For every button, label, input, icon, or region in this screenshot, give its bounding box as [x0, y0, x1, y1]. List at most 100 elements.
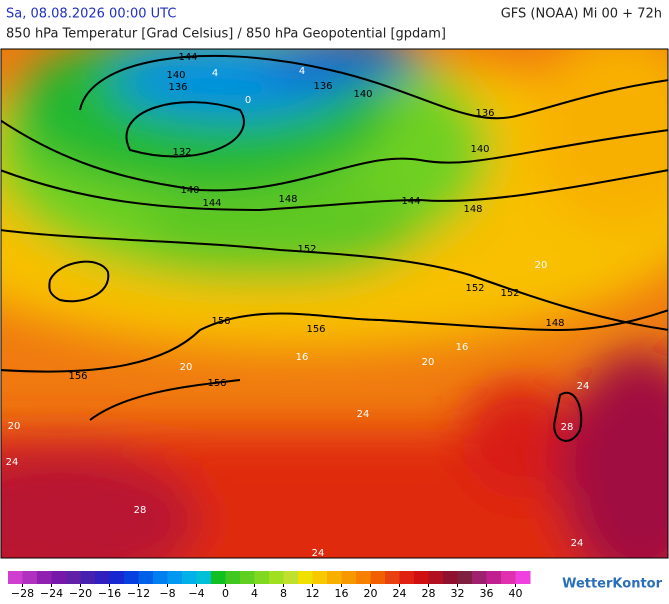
color-swatch: [22, 571, 38, 584]
contour-label: 140: [470, 144, 489, 155]
color-swatch: [196, 571, 212, 584]
color-swatch: [240, 571, 255, 584]
tick-label: −28: [11, 587, 34, 600]
color-swatch: [225, 571, 241, 584]
tick-label: −24: [40, 587, 63, 600]
tick-label: −20: [69, 587, 92, 600]
contour-label: 140: [180, 185, 199, 196]
color-swatch: [153, 571, 168, 584]
color-swatch: [312, 571, 328, 584]
color-swatch: [356, 571, 371, 584]
tick-label: 32: [451, 587, 465, 600]
contour-label: 136: [313, 81, 332, 92]
contour-label: 152: [465, 283, 484, 294]
tick-label: 8: [280, 587, 287, 600]
isotherm-label: 0: [245, 95, 251, 106]
contour-label: 148: [545, 318, 564, 329]
tick-label: 20: [364, 587, 378, 600]
tick-label: −8: [159, 587, 175, 600]
contour-label: 144: [202, 198, 221, 209]
color-swatch: [443, 571, 458, 584]
isotherm-label: 20: [422, 357, 435, 368]
contour-label: 156: [68, 371, 87, 382]
color-swatch: [269, 571, 284, 584]
contour-label: 148: [278, 194, 297, 205]
color-swatch: [327, 571, 342, 584]
contour-label: 156: [306, 324, 325, 335]
color-swatch: [399, 571, 415, 584]
map-frame: [0, 48, 669, 559]
isotherm-label: 24: [6, 457, 19, 468]
color-swatch: [385, 571, 400, 584]
color-swatch: [428, 571, 444, 584]
isotherm-label: 24: [357, 409, 370, 420]
contour-label: 144: [401, 196, 420, 207]
color-swatch: [501, 571, 516, 584]
contour-label: 144: [178, 52, 197, 63]
isotherm-label: 16: [456, 342, 469, 353]
contour-label: 136: [168, 82, 187, 93]
tick-label: 24: [393, 587, 407, 600]
tick-label: 36: [480, 587, 494, 600]
isotherm-label: 20: [8, 421, 21, 432]
isotherm-label: 4: [212, 68, 218, 79]
contour-label: 140: [353, 89, 372, 100]
color-swatch: [66, 571, 81, 584]
color-swatch: [37, 571, 52, 584]
tick-label: 0: [222, 587, 229, 600]
isotherm-label: 4: [299, 66, 305, 77]
color-swatch: [515, 571, 531, 584]
geopotential-contours: [1, 54, 668, 442]
color-swatch: [298, 571, 313, 584]
isotherm-label: 28: [561, 422, 574, 433]
contour-label: 132: [172, 147, 191, 158]
color-swatch: [370, 571, 386, 584]
color-swatch: [167, 571, 183, 584]
brand: WetterKontor: [562, 577, 663, 592]
color-swatch: [182, 571, 197, 584]
contour-label: 148: [463, 204, 482, 215]
isotherm-label: 28: [134, 505, 147, 516]
tick-label: 16: [335, 587, 349, 600]
tick-label: −16: [98, 587, 121, 600]
contour-label: 156: [207, 378, 226, 389]
contour-label: 156: [211, 316, 230, 327]
color-swatch: [457, 571, 473, 584]
color-swatch: [138, 571, 154, 584]
color-swatch: [80, 571, 96, 584]
color-swatch: [109, 571, 125, 584]
subtitle: 850 hPa Temperatur [Grad Celsius] / 850 …: [6, 27, 446, 42]
isotherm-label: 24: [571, 538, 584, 549]
color-swatch: [254, 571, 270, 584]
legend: −28 −24 −20 −16 −12 −8 −4 0 4 8 12 16 20 24 28 32 36 40: [8, 571, 531, 600]
tick-label: 28: [422, 587, 436, 600]
color-swatch: [414, 571, 429, 584]
color-swatch: [51, 571, 67, 584]
isotherm-label: 24: [577, 381, 590, 392]
tick-label: −12: [127, 587, 150, 600]
color-swatch: [211, 571, 226, 584]
isotherm-label: 20: [535, 260, 548, 271]
tick-label: 12: [306, 587, 320, 600]
color-swatch: [8, 571, 23, 584]
contour-label: 140: [166, 70, 185, 81]
temperature-field: [1, 49, 668, 558]
contour-label: 136: [475, 108, 494, 119]
color-swatch: [124, 571, 139, 584]
tick-label: 4: [251, 587, 258, 600]
color-swatch: [95, 571, 110, 584]
isotherm-label: 16: [296, 352, 309, 363]
color-swatch: [486, 571, 502, 584]
tick-label: −4: [188, 587, 204, 600]
model: GFS (NOAA) Mi 00 + 72h: [501, 7, 662, 22]
color-swatch: [283, 571, 299, 584]
color-swatch: [472, 571, 487, 584]
color-swatch: [341, 571, 357, 584]
isotherm-label: 24: [312, 548, 325, 559]
tick-label: 40: [509, 587, 523, 600]
date: Sa, 08.08.2026 00:00 UTC: [6, 7, 176, 22]
contour-label: 152: [297, 244, 316, 255]
